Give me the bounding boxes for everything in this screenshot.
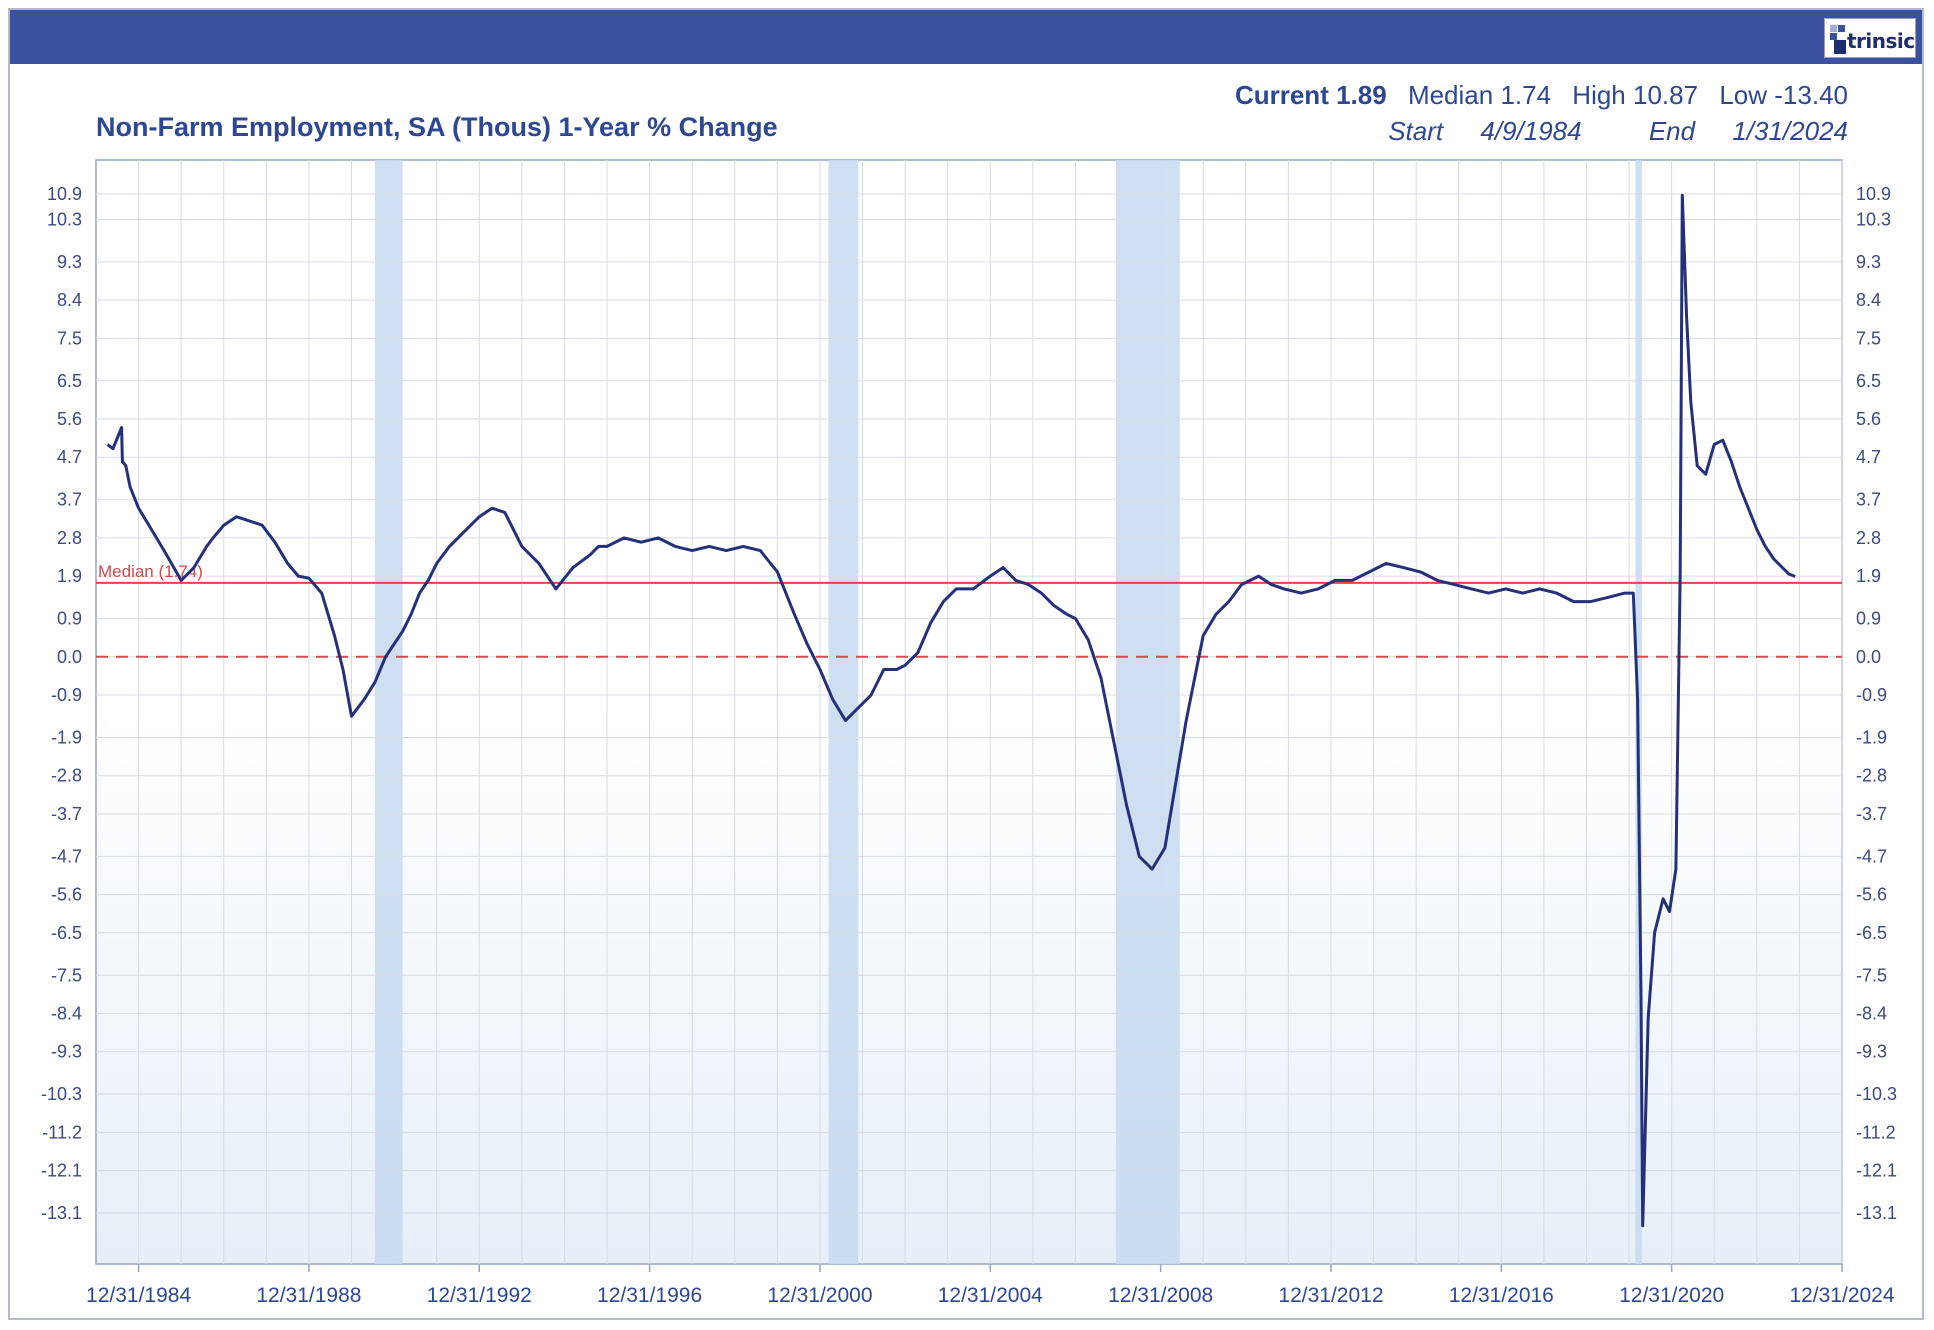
series-line (106, 193, 1796, 1228)
y-tick-label-right: -8.4 (1856, 1003, 1887, 1023)
x-axis-labels: 12/31/1984 12/31/1988 12/31/1992 12/31/1996… (86, 1264, 1895, 1307)
horizontal-gridlines (96, 193, 1842, 1214)
logo-mark-icon (1828, 23, 1848, 54)
y-tick-label-left: 0.0 (57, 647, 82, 667)
y-tick-label-left: 2.8 (57, 528, 82, 548)
y-tick-label-right: 0.9 (1856, 609, 1881, 629)
y-tick-label-left: 5.6 (57, 409, 82, 429)
y-tick-label-left: -6.5 (51, 923, 82, 943)
y-tick-label-right: 2.8 (1856, 528, 1881, 548)
stats-line-2: Start 4/9/1984 End 1/31/2024 (1358, 116, 1848, 147)
y-tick-label-left: -4.7 (51, 846, 82, 866)
x-tick-label: 12/31/1988 (256, 1284, 361, 1307)
y-tick-label-left: -10.3 (41, 1084, 82, 1104)
y-tick-label-left: -1.9 (51, 727, 82, 747)
y-tick-label-right: -2.8 (1856, 766, 1887, 786)
y-tick-label-right: 6.5 (1856, 371, 1881, 391)
median-value: 1.74 (1500, 80, 1552, 110)
y-tick-label-left: 9.3 (57, 252, 82, 272)
header-bar: trinsic (10, 10, 1922, 64)
recession-band (1115, 160, 1180, 1264)
end-label: End (1648, 116, 1696, 146)
y-tick-label-left: 0.9 (57, 609, 82, 629)
current-value: 1.89 (1336, 80, 1387, 110)
y-tick-label-left: -7.5 (51, 965, 82, 985)
y-tick-label-right: -12.1 (1856, 1161, 1897, 1181)
y-tick-label-right: 0.0 (1856, 647, 1881, 667)
y-tick-label-right: 7.5 (1856, 328, 1881, 348)
y-tick-label-left: 10.3 (47, 209, 82, 229)
x-tick-label: 12/31/2020 (1619, 1284, 1724, 1307)
y-tick-label-right: 10.9 (1856, 184, 1891, 204)
y-tick-label-right: -5.6 (1856, 885, 1887, 905)
chart-title: Non-Farm Employment, SA (Thous) 1-Year %… (96, 112, 778, 142)
y-tick-label-right: -4.7 (1856, 846, 1887, 866)
recession-band (374, 160, 403, 1264)
x-tick-label: 12/31/2016 (1449, 1284, 1554, 1307)
plot-area (95, 159, 1843, 1265)
logo-text: trinsic (1847, 29, 1915, 53)
y-tick-label-right: -13.1 (1856, 1203, 1897, 1223)
high-value: 10.87 (1633, 80, 1699, 110)
y-tick-label-left: -9.3 (51, 1042, 82, 1062)
y-tick-label-left: -2.8 (51, 766, 82, 786)
y-tick-label-right: 5.6 (1856, 409, 1881, 429)
y-tick-label-right: 10.3 (1856, 209, 1891, 229)
vertical-gridlines (138, 160, 1843, 1264)
y-tick-label-left: 1.9 (57, 566, 82, 586)
x-tick-label: 12/31/1984 (86, 1284, 191, 1307)
median-label: Median (1407, 80, 1494, 110)
y-tick-label-left: 6.5 (57, 371, 82, 391)
y-tick-label-right: -10.3 (1856, 1084, 1897, 1104)
ytrinsic-logo: trinsic (1824, 18, 1916, 58)
y-tick-label-right: 8.4 (1856, 290, 1881, 310)
y-tick-label-left: -12.1 (41, 1161, 82, 1181)
y-tick-label-left: -13.1 (41, 1203, 82, 1223)
y-tick-label-right: -7.5 (1856, 965, 1887, 985)
x-tick-label: 12/31/1996 (597, 1284, 702, 1307)
start-value: 4/9/1984 (1480, 116, 1582, 146)
x-tick-label: 12/31/1992 (427, 1284, 532, 1307)
low-label: Low (1719, 80, 1768, 110)
x-tick-label: 12/31/2008 (1108, 1284, 1213, 1307)
y-tick-label-left: -0.9 (51, 685, 82, 705)
y-tick-label-right: -11.2 (1856, 1122, 1896, 1142)
y-tick-label-left: 3.7 (57, 490, 82, 510)
y-tick-label-right: 1.9 (1856, 566, 1881, 586)
current-label: Current (1234, 80, 1329, 110)
y-tick-label-right: -3.7 (1856, 804, 1887, 824)
y-axis-labels: 10.9 10.9 10.3 10.3 9.3 9.3 8.4 8.4 7.5 7.5 6.5 6.5… (41, 184, 1897, 1223)
y-tick-label-left: -8.4 (51, 1003, 82, 1023)
y-tick-label-right: -1.9 (1856, 727, 1887, 747)
x-tick-label: 12/31/2000 (767, 1284, 872, 1307)
y-tick-label-right: -9.3 (1856, 1042, 1887, 1062)
y-tick-label-left: 7.5 (57, 328, 82, 348)
y-tick-label-right: 4.7 (1856, 447, 1881, 467)
y-tick-label-left: -3.7 (51, 804, 82, 824)
y-tick-label-left: -11.2 (42, 1122, 82, 1142)
low-value: -13.40 (1774, 80, 1848, 110)
y-tick-label-right: -6.5 (1856, 923, 1887, 943)
x-tick-label: 12/31/2024 (1789, 1284, 1894, 1307)
start-label: Start (1388, 116, 1444, 146)
x-tick-label: 12/31/2012 (1278, 1284, 1383, 1307)
y-tick-label-left: 8.4 (57, 290, 82, 310)
y-tick-label-left: -5.6 (51, 885, 82, 905)
y-tick-label-right: -0.9 (1856, 685, 1887, 705)
high-label: High (1572, 80, 1626, 110)
x-tick-label: 12/31/2004 (938, 1284, 1043, 1307)
end-value: 1/31/2024 (1732, 116, 1848, 146)
y-tick-label-left: 4.7 (57, 447, 82, 467)
y-tick-label-right: 3.7 (1856, 490, 1881, 510)
median-line-label: Median (1.74) (98, 562, 203, 581)
y-tick-label-right: 9.3 (1856, 252, 1881, 272)
stats-line-1: Current 1.89 Median 1.74 High 10.87 Low … (1235, 80, 1848, 111)
y-tick-label-left: 10.9 (47, 184, 82, 204)
